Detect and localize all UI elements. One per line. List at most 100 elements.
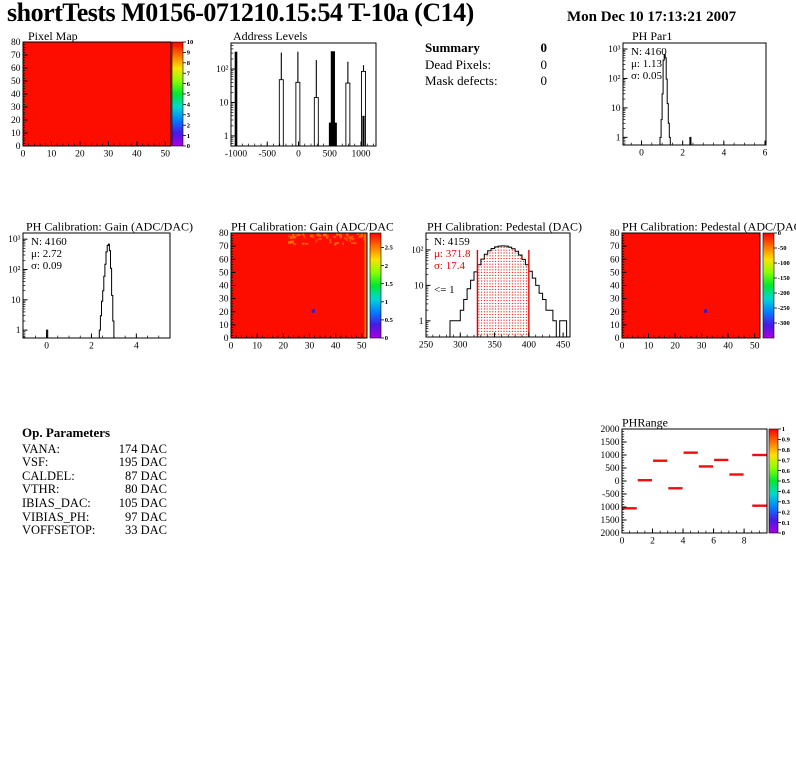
svg-text:80: 80 (11, 38, 21, 48)
svg-text:0: 0 (615, 334, 620, 344)
address-levels-pad: Address Levels -1000 -500 0 500 1000 1 10 10² (213, 30, 385, 162)
svg-text:20: 20 (11, 116, 21, 126)
svg-text:1500: 1500 (601, 438, 620, 448)
svg-text:60: 60 (610, 255, 620, 265)
svg-text:40: 40 (219, 282, 229, 292)
gain-map-plot: PH Calibration: Gain (ADC/DAC)0 10 20 30 40 5… (219, 220, 393, 352)
svg-text:10²: 10² (608, 74, 621, 84)
svg-text:1: 1 (616, 133, 621, 143)
svg-text:5: 5 (187, 91, 191, 98)
summary-total: 0 (540, 40, 548, 55)
svg-text:-150: -150 (778, 275, 790, 282)
svg-text:8: 8 (187, 60, 191, 67)
op-parameters-block: Op. Parameters VANA: 174 DAC VSF: 195 DAC … (22, 426, 167, 538)
svg-text:0: 0 (385, 335, 388, 342)
svg-text:1: 1 (224, 132, 229, 142)
svg-text:500: 500 (605, 464, 620, 474)
svg-text:1000: 1000 (352, 150, 371, 160)
svg-text:4: 4 (134, 342, 139, 352)
svg-text:3: 3 (187, 112, 191, 119)
svg-text:μ: 2.72: μ: 2.72 (31, 248, 62, 260)
svg-text:30: 30 (697, 342, 707, 352)
svg-text:350: 350 (487, 341, 502, 351)
pedestal-histogram-plot: PH Calibration: Pedestal (DAC) 250 300 350 4… (413, 220, 582, 351)
svg-text:6: 6 (187, 81, 191, 88)
svg-text:6: 6 (711, 537, 716, 547)
svg-text:Pixel Map: Pixel Map (28, 30, 78, 43)
svg-text:10: 10 (47, 150, 57, 160)
op-param-row: IBIAS_DAC: 105 DAC (22, 495, 167, 510)
svg-text:σ: 0.09: σ: 0.09 (31, 260, 62, 272)
svg-text:10³: 10³ (608, 45, 621, 55)
svg-text:2: 2 (187, 122, 190, 129)
svg-text:2.5: 2.5 (385, 245, 393, 252)
svg-text:60: 60 (11, 64, 21, 74)
svg-text:N: 4160: N: 4160 (631, 46, 667, 58)
svg-text:10: 10 (219, 321, 229, 331)
svg-text:450: 450 (556, 341, 571, 351)
svg-text:20: 20 (279, 342, 289, 352)
svg-text:300: 300 (453, 341, 468, 351)
svg-text:PH Calibration: Pedestal (ADC/: PH Calibration: Pedestal (ADC/DAC) (622, 220, 796, 234)
svg-text:0.5: 0.5 (782, 478, 791, 485)
svg-text:σ: 17.4: σ: 17.4 (434, 260, 465, 272)
svg-text:σ: 0.05: σ: 0.05 (631, 70, 662, 82)
svg-text:20: 20 (75, 150, 85, 160)
summary-row-dead-pixels: Dead Pixels: 0 (425, 56, 547, 72)
svg-text:10²: 10² (413, 246, 424, 256)
pixel-map-pad: Pixel Map 0 10 20 30 40 50 0 10 20 30 40 50 60 70 80 10 9… (8, 30, 210, 162)
svg-text:1: 1 (187, 133, 190, 140)
op-param-row: VTHR: 80 DAC (22, 482, 167, 497)
summary-title: Summary (425, 40, 480, 55)
svg-text:30: 30 (305, 342, 315, 352)
svg-text:0.4: 0.4 (782, 489, 791, 496)
svg-text:2: 2 (385, 263, 388, 270)
svg-text:50: 50 (357, 342, 367, 352)
svg-text:7: 7 (187, 70, 191, 77)
summary-row-mask-defects: Mask defects: 0 (425, 73, 547, 88)
svg-text:1000: 1000 (601, 503, 620, 513)
svg-text:0.3: 0.3 (782, 499, 791, 506)
svg-text:2000: 2000 (601, 425, 620, 435)
svg-text:50: 50 (750, 342, 760, 352)
pedestal-map-plot: PH Calibration: Pedestal (ADC/DAC)0 10 20 3… (610, 220, 796, 352)
svg-text:10²: 10² (8, 266, 21, 276)
svg-text:10²: 10² (216, 65, 229, 75)
svg-text:N: 4160: N: 4160 (31, 236, 67, 248)
svg-text:500: 500 (323, 150, 338, 160)
svg-text:40: 40 (132, 150, 142, 160)
svg-text:-500: -500 (259, 150, 277, 160)
svg-text:10: 10 (187, 39, 194, 46)
svg-text:0.5: 0.5 (385, 317, 393, 324)
svg-text:8: 8 (742, 537, 747, 547)
op-param-row: CALDEL: 87 DAC (22, 468, 167, 483)
svg-text:10³: 10³ (8, 235, 21, 245)
svg-text:-300: -300 (778, 320, 790, 327)
op-param-row: VIBIAS_PH: 97 DAC (22, 509, 167, 524)
svg-text:Address Levels: Address Levels (233, 30, 308, 43)
svg-text:1: 1 (385, 299, 388, 306)
svg-text:2: 2 (89, 342, 94, 352)
svg-text:PHRange: PHRange (622, 416, 668, 430)
svg-text:20: 20 (219, 308, 229, 318)
svg-text:-100: -100 (778, 260, 790, 267)
svg-text:40: 40 (11, 90, 21, 100)
svg-text:250: 250 (419, 341, 434, 351)
svg-text:70: 70 (11, 51, 21, 61)
gain-histogram-pad: PH Calibration: Gain (ADC/DAC) 0 2 4 1 10 10² 1… (8, 218, 208, 360)
svg-text:PH Calibration: Gain (ADC/DAC): PH Calibration: Gain (ADC/DAC) (231, 220, 393, 234)
svg-text:9: 9 (187, 50, 191, 57)
svg-text:0: 0 (620, 537, 625, 547)
svg-text:30: 30 (104, 150, 114, 160)
svg-text:0: 0 (224, 334, 229, 344)
svg-text:0: 0 (187, 143, 190, 150)
svg-text:60: 60 (219, 255, 229, 265)
op-param-row: VSF: 195 DAC (22, 455, 167, 470)
summary-block: Summary 0 Dead Pixels: 0 Mask defects: 0 (425, 40, 547, 90)
svg-text:40: 40 (610, 282, 620, 292)
svg-text:μ: 371.8: μ: 371.8 (434, 248, 471, 260)
svg-text:0.9: 0.9 (782, 437, 791, 444)
svg-text:4: 4 (187, 102, 191, 109)
svg-text:-200: -200 (778, 290, 790, 297)
